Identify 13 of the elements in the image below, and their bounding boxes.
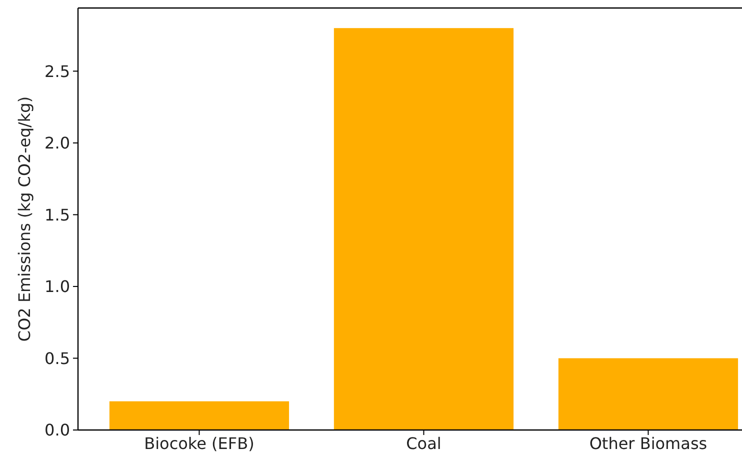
- y-tick-label: 0.0: [44, 420, 70, 440]
- y-tick-label: 1.5: [44, 205, 70, 224]
- bar: [558, 358, 738, 430]
- bar: [109, 401, 290, 430]
- y-tick-label: 0.5: [44, 348, 70, 368]
- y-tick-label: 2.5: [44, 62, 70, 81]
- bar: [334, 28, 514, 430]
- y-tick-label: 2.0: [44, 134, 70, 153]
- y-tick-label: 1.0: [44, 277, 70, 296]
- x-tick-label: Biocoke (EFB): [144, 434, 254, 452]
- x-tick-label: Other Biomass: [589, 434, 708, 452]
- x-tick-label: Coal: [406, 434, 442, 452]
- y-axis-title: CO2 Emissions (kg CO2-eq/kg): [15, 96, 34, 342]
